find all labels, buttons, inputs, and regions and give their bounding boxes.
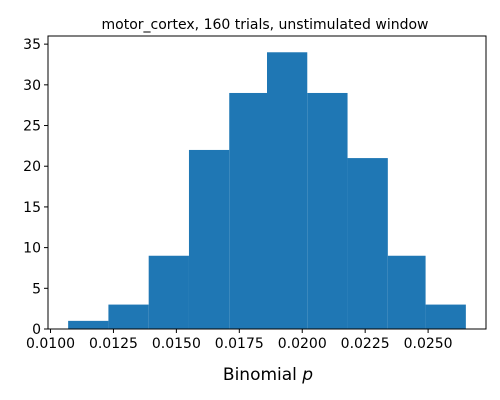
x-tick-label: 0.0200 [278, 336, 327, 352]
histogram-bar [347, 158, 388, 329]
y-tick-label: 35 [23, 37, 41, 53]
x-axis-ticks: 0.0100 0.0125 0.0150 0.0175 0.0200 0.0225 0.02… [26, 329, 453, 352]
chart-title: motor_cortex, 160 trials, unstimulated w… [102, 17, 429, 33]
histogram-bar [68, 320, 109, 329]
x-tick-label: 0.0225 [341, 336, 390, 352]
y-tick-label: 15 [23, 200, 41, 216]
y-tick-label: 30 [23, 78, 41, 94]
y-tick-label: 20 [23, 159, 41, 175]
histogram-bar [108, 304, 149, 329]
y-tick-label: 0 [32, 322, 41, 338]
y-tick-label: 25 [23, 119, 41, 135]
x-tick-label: 0.0175 [215, 336, 264, 352]
histogram-bar [188, 149, 230, 329]
x-tick-label: 0.0100 [26, 336, 75, 352]
histogram-bar [229, 92, 267, 329]
y-tick-label: 10 [23, 241, 41, 257]
histogram-bar [387, 255, 426, 329]
bars-group [68, 52, 466, 330]
x-tick-label: 0.0125 [89, 336, 138, 352]
histogram-bar [307, 92, 348, 329]
plot-frame [47, 35, 487, 330]
histogram-bar [425, 304, 466, 329]
x-axis-label-text: Binomial [223, 365, 302, 385]
histogram-bar [148, 255, 189, 329]
x-tick-label: 0.0250 [404, 336, 453, 352]
y-tick-label: 5 [32, 281, 41, 297]
x-tick-label: 0.0150 [152, 336, 201, 352]
x-axis-label: Binomial p [223, 365, 313, 385]
x-axis-label-variable: p [301, 365, 313, 385]
y-axis-ticks: 0 5 10 15 20 25 30 35 [23, 37, 48, 338]
histogram-bar [267, 52, 308, 330]
